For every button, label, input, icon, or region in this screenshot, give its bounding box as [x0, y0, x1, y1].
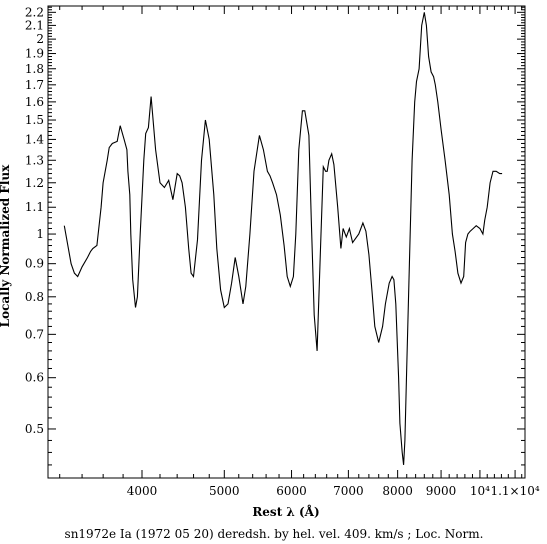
- y-tick-label: 0.8: [25, 290, 44, 304]
- y-tick-label: 1.3: [25, 153, 44, 167]
- x-tick-label: 5000: [209, 484, 240, 498]
- x-tick-label: 8000: [382, 484, 413, 498]
- y-tick-label: 0.5: [25, 422, 44, 436]
- plot-frame: [47, 5, 526, 479]
- y-tick-label: 2: [36, 32, 44, 46]
- x-tick-label: 10⁴: [470, 484, 490, 498]
- y-tick-label: 0.7: [25, 327, 44, 341]
- y-tick-label: 1.7: [25, 78, 44, 92]
- chart-caption: sn1972e Ia (1972 05 20) deredsh. by hel.…: [65, 527, 484, 541]
- y-tick-label: 0.6: [25, 371, 44, 385]
- y-tick-label: 2.1: [25, 18, 44, 32]
- y-tick-label: 2.2: [25, 5, 44, 19]
- y-tick-label: 1.9: [25, 47, 44, 61]
- y-tick-label: 1.2: [25, 176, 44, 190]
- y-tick-label: 1: [36, 227, 44, 241]
- spectrum-line: [63, 12, 503, 465]
- x-tick-label: 4000: [127, 484, 158, 498]
- y-tick-label: 1.5: [25, 113, 44, 127]
- y-tick-label: 1.4: [25, 132, 44, 146]
- tick-labels-layer: 4000 5000 6000 7000 8000 9000 10⁴ 1.1×10⁴ 0.5 0.6…: [25, 5, 540, 498]
- x-axis-title: Rest λ (Å): [252, 504, 319, 519]
- y-axis-title: Locally Normalized Flux: [0, 164, 12, 327]
- x-tick-label: 9000: [426, 484, 457, 498]
- x-tick-label: 7000: [333, 484, 364, 498]
- y-tick-label: 1.8: [25, 62, 44, 76]
- y-tick-label: 1.1: [25, 200, 44, 214]
- x-tick-label: 1.1×10⁴: [490, 484, 539, 498]
- x-tick-label: 6000: [276, 484, 307, 498]
- y-tick-label: 1.6: [25, 95, 44, 109]
- ticks-layer: [48, 6, 525, 478]
- y-tick-label: 0.9: [25, 257, 44, 271]
